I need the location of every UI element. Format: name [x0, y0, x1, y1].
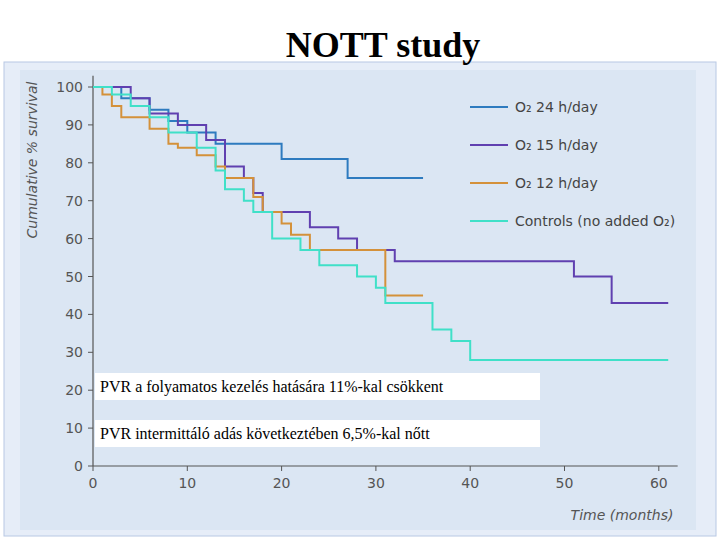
- legend-label: Controls (no added O₂): [515, 213, 675, 229]
- plot-panel: [20, 70, 696, 530]
- y-tick: [88, 200, 93, 201]
- title: NOTT study: [286, 25, 480, 65]
- annotation: PVR intermittáló adás következtében 6,5%…: [100, 425, 430, 442]
- legend-swatch: [470, 106, 508, 108]
- legend-label: O₂ 12 h/day: [515, 175, 598, 191]
- x-tick: [564, 466, 565, 471]
- stage: NOTT study 0 10 20 30 40 50 60 70 80 90 100 0 10 20 30 4…: [0, 0, 720, 540]
- x-tick-label: 40: [461, 475, 479, 491]
- x-tick-label: 60: [650, 475, 668, 491]
- y-tick: [88, 428, 93, 429]
- y-tick: [88, 390, 93, 391]
- slide-bg: [0, 0, 720, 540]
- y-tick-label: 0: [74, 458, 83, 474]
- x-tick-label: 30: [367, 475, 385, 491]
- y-tick: [88, 124, 93, 125]
- y-axis: [92, 76, 93, 466]
- y-tick: [88, 87, 93, 88]
- series-line: [93, 87, 668, 303]
- x-tick: [93, 466, 94, 471]
- x-tick-label: 10: [178, 475, 196, 491]
- y-tick-label: 90: [65, 117, 83, 133]
- series-line: [93, 87, 423, 295]
- chart-svg: NOTT study 0 10 20 30 40 50 60 70 80 90 100 0 10 20 30 4…: [0, 0, 720, 540]
- y-tick-label: 40: [65, 306, 83, 322]
- y-tick: [88, 314, 93, 315]
- y-tick-label: 20: [65, 382, 83, 398]
- y-tick-label: 50: [65, 269, 83, 285]
- legend-swatch: [470, 182, 508, 184]
- legend-swatch: [470, 144, 508, 146]
- y-tick-label: 30: [65, 344, 83, 360]
- x-tick: [375, 466, 376, 471]
- x-tick: [281, 466, 282, 471]
- y-tick: [88, 466, 93, 467]
- annotation: PVR a folyamatos kezelés hatására 11%-ka…: [100, 378, 444, 396]
- x-axis-label: Time (months): [571, 507, 674, 523]
- x-tick-label: 0: [89, 475, 98, 491]
- annotation-box: [95, 373, 540, 400]
- y-axis-label: Cumulative % survival: [24, 81, 40, 238]
- y-tick-label: 70: [65, 193, 83, 209]
- y-tick: [88, 276, 93, 277]
- legend-label: O₂ 15 h/day: [515, 137, 598, 153]
- legend-swatch: [470, 220, 508, 222]
- legend-label: O₂ 24 h/day: [515, 99, 598, 115]
- y-tick-label: 10: [65, 420, 83, 436]
- y-tick: [88, 162, 93, 163]
- x-tick-label: 50: [556, 475, 574, 491]
- y-tick: [88, 352, 93, 353]
- x-tick: [187, 466, 188, 471]
- x-axis: [93, 465, 678, 466]
- y-tick-label: 60: [65, 231, 83, 247]
- slide-panel: [4, 62, 716, 536]
- x-tick: [658, 466, 659, 471]
- annotation-box: [95, 420, 540, 447]
- series-line: [93, 87, 423, 178]
- y-tick-label: 80: [65, 155, 83, 171]
- x-tick-label: 20: [273, 475, 291, 491]
- y-tick-label: 100: [56, 79, 83, 95]
- x-tick: [470, 466, 471, 471]
- y-tick: [88, 238, 93, 239]
